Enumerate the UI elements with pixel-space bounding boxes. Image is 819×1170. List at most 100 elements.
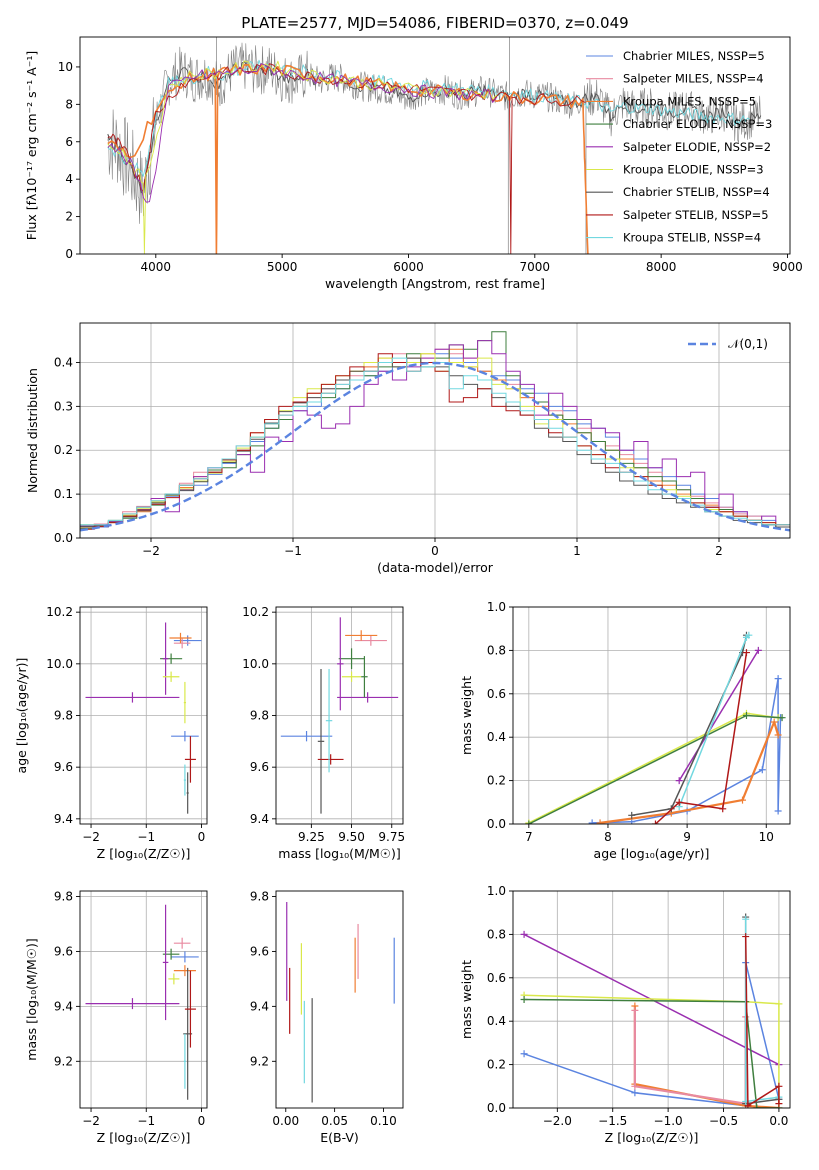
model-spectrum-kroupa_miles xyxy=(108,64,588,254)
y-tick-label: 9.6 xyxy=(250,944,269,958)
y-tick-label: 9.4 xyxy=(250,999,269,1013)
x-axis-label: mass [log₁₀(M/M☉)] xyxy=(278,846,400,861)
x-axis-label: Z [log₁₀(Z/Z☉)] xyxy=(605,1130,699,1145)
y-tick-label: 9.8 xyxy=(54,889,73,903)
panel-massweight_vs_z: −2.0 −1.5 −1.0 −0.5 0.00.00.20.40.60.81.0Z [… xyxy=(459,884,790,1145)
x-axis-label: Z [log₁₀(Z/Z☉)] xyxy=(97,1130,191,1145)
x-tick-label: −1 xyxy=(137,830,155,844)
y-tick-label: 0.0 xyxy=(54,531,73,545)
y-axis-label: mass weight xyxy=(459,960,474,1039)
x-tick-label: 0.0 xyxy=(769,1114,788,1128)
y-tick-label: 9.8 xyxy=(250,709,269,723)
weight-line-chabrier_miles xyxy=(524,963,779,1106)
weight-marker-salpeter_elodie xyxy=(755,647,762,654)
weight-marker-chabrier_miles xyxy=(775,807,782,814)
x-tick-label: −2 xyxy=(82,1114,100,1128)
y-tick-label: 4 xyxy=(65,172,73,186)
y-tick-label: 0.2 xyxy=(487,1058,506,1072)
x-tick-label: 1 xyxy=(573,544,581,558)
y-tick-label: 9.6 xyxy=(250,760,269,774)
x-tick-label: −1 xyxy=(137,1114,155,1128)
y-tick-label: 0.2 xyxy=(54,443,73,457)
panel-massweight_vs_age: 7 8 9 100.00.20.40.60.81.0age [log₁₀(age/yr… xyxy=(459,600,790,861)
panel-mass_vs_ebv: 0.00 0.05 0.109.29.49.69.8E(B-V) xyxy=(250,889,403,1145)
panel-age_vs_mass: 9.25 9.50 9.759.49.69.810.010.2mass [log₁₀… xyxy=(242,605,405,861)
y-tick-label: 9.6 xyxy=(54,944,73,958)
plot-area xyxy=(86,623,202,814)
y-tick-label: 9.8 xyxy=(54,709,73,723)
y-tick-label: 8 xyxy=(65,97,73,111)
y-tick-label: 9.4 xyxy=(54,999,73,1013)
plot-area xyxy=(86,905,199,1100)
y-tick-label: 0.3 xyxy=(54,399,73,413)
x-tick-label: −0.5 xyxy=(709,1114,738,1128)
y-tick-label: 0.6 xyxy=(487,687,506,701)
y-tick-label: 6 xyxy=(65,135,73,149)
y-tick-label: 0.6 xyxy=(487,971,506,985)
y-tick-label: 9.6 xyxy=(54,760,73,774)
legend-label-salpeter_stelib: Salpeter STELIB, NSSP=5 xyxy=(623,208,769,222)
y-tick-label: 10.0 xyxy=(46,657,73,671)
model-spectrum-salpeter_elodie xyxy=(108,64,497,203)
chart-title: PLATE=2577, MJD=54086, FIBERID=0370, z=0… xyxy=(241,14,628,32)
legend-label-chabrier_stelib: Chabrier STELIB, NSSP=4 xyxy=(623,185,770,199)
x-axis-label: (data-model)/error xyxy=(377,560,494,575)
legend-label-kroupa_elodie: Kroupa ELODIE, NSSP=3 xyxy=(623,163,764,177)
y-tick-label: 0 xyxy=(65,247,73,261)
y-tick-label: 0.4 xyxy=(54,355,73,369)
weight-marker-salpeter_elodie xyxy=(676,777,683,784)
x-tick-label: 2 xyxy=(715,544,723,558)
weight-line-chabrier_elodie xyxy=(529,716,782,825)
weight-marker-chabrier_elodie xyxy=(779,714,786,721)
y-axis-label: Normed distribution xyxy=(25,368,40,493)
x-tick-label: −2.0 xyxy=(543,1114,572,1128)
x-tick-label: −1.5 xyxy=(598,1114,627,1128)
x-tick-label: 0.00 xyxy=(272,1114,299,1128)
legend-label-salpeter_elodie: Salpeter ELODIE, NSSP=2 xyxy=(623,140,771,154)
y-tick-label: 0.4 xyxy=(487,730,506,744)
x-tick-label: 9.75 xyxy=(378,830,405,844)
y-tick-label: 10.2 xyxy=(242,605,269,619)
plot-area xyxy=(521,914,783,1112)
legend-label-salpeter_miles: Salpeter MILES, NSSP=4 xyxy=(623,72,764,86)
y-tick-label: 9.2 xyxy=(54,1054,73,1068)
y-axis-label: age [log₁₀(age/yr)] xyxy=(14,658,29,774)
x-tick-label: 9.50 xyxy=(338,830,365,844)
weight-marker-salpeter_miles xyxy=(631,1007,638,1014)
y-tick-label: 10.2 xyxy=(46,605,73,619)
y-tick-label: 9.4 xyxy=(250,812,269,826)
legend-label-kroupa_miles: Kroupa MILES, NSSP=5 xyxy=(623,94,756,108)
x-tick-label: 7000 xyxy=(520,260,551,274)
panel-mass_vs_z: −2 −1 09.29.49.69.8Z [log₁₀(Z/Z☉)]mass [lo… xyxy=(24,889,207,1145)
y-tick-label: 0.0 xyxy=(487,1101,506,1115)
weight-marker-kroupa_miles xyxy=(739,797,746,804)
weight-marker-kroupa_elodie xyxy=(775,1000,782,1007)
spectrum-legend: Chabrier MILES, NSSP=5 Salpeter MILES, NS… xyxy=(586,49,772,245)
y-tick-label: 9.4 xyxy=(54,812,73,826)
x-tick-label: 0 xyxy=(198,830,206,844)
panel-spectrum: 4000 5000 6000 7000 8000 9000 0 2 4 6 8 10 wavelengt… xyxy=(24,14,803,291)
weight-marker-salpeter_elodie xyxy=(521,931,528,938)
x-tick-label: 9.25 xyxy=(298,830,325,844)
x-tick-label: −2 xyxy=(82,830,100,844)
y-tick-label: 2 xyxy=(65,210,73,224)
x-tick-label: −2 xyxy=(142,544,160,558)
panel-age_vs_z: −2 −1 0 9.4 9.6 9.8 10.0 10.2 Z [log₁₀(Z/Z☉)] age… xyxy=(14,605,207,861)
y-axis-label: mass [log₁₀(M/M☉)] xyxy=(24,938,39,1060)
legend-label-chabrier_miles: Chabrier MILES, NSSP=5 xyxy=(623,49,765,63)
weight-marker-chabrier_miles xyxy=(631,1089,638,1096)
x-tick-label: 8 xyxy=(604,830,612,844)
legend-label-chabrier_elodie: Chabrier ELODIE, NSSP=3 xyxy=(623,117,772,131)
y-axis-label: mass weight xyxy=(459,676,474,755)
x-tick-label: 6000 xyxy=(393,260,424,274)
weight-marker-salpeter_stelib xyxy=(775,1100,782,1107)
y-tick-label: 0.2 xyxy=(487,774,506,788)
x-tick-label: 5000 xyxy=(267,260,298,274)
x-tick-label: 9000 xyxy=(772,260,803,274)
x-axis-label: E(B-V) xyxy=(320,1130,359,1145)
y-tick-label: 0.8 xyxy=(487,643,506,657)
weight-line-kroupa_stelib xyxy=(746,919,779,1101)
weight-marker-kroupa_miles xyxy=(597,819,604,826)
x-axis-label: age [log₁₀(age/yr)] xyxy=(594,846,710,861)
x-tick-label: −1 xyxy=(284,544,302,558)
